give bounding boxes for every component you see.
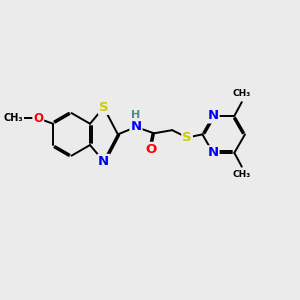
Text: CH₃: CH₃: [233, 89, 251, 98]
Text: N: N: [208, 110, 219, 122]
Text: CH₃: CH₃: [233, 170, 251, 179]
Text: O: O: [145, 143, 157, 156]
Text: N: N: [98, 155, 109, 168]
Text: N: N: [208, 146, 219, 159]
Text: S: S: [182, 131, 192, 144]
Text: O: O: [33, 112, 43, 125]
Text: S: S: [99, 101, 109, 114]
Text: N: N: [130, 120, 142, 134]
Text: CH₃: CH₃: [4, 113, 23, 123]
Text: H: H: [131, 110, 141, 120]
